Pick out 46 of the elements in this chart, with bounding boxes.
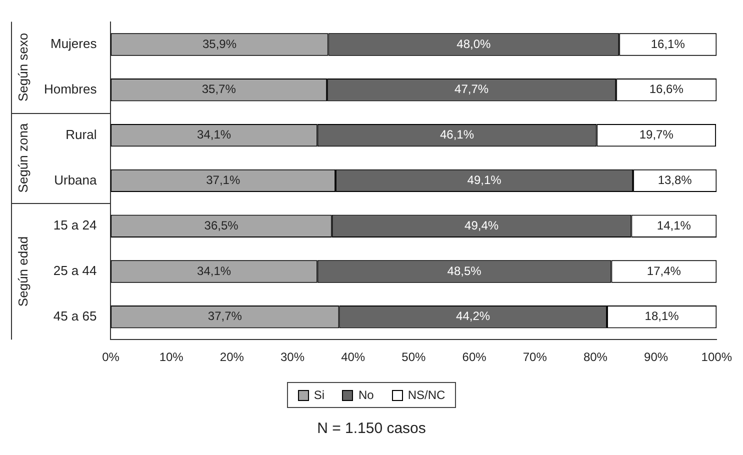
y-tick-label: 45 a 65: [53, 308, 97, 324]
y-tick-label: Urbana: [54, 172, 98, 188]
x-tick-label: 20%: [220, 350, 244, 364]
data-label: 37,7%: [208, 309, 242, 324]
x-tick-label: 70%: [522, 350, 548, 364]
data-label: 46,1%: [440, 128, 474, 142]
data-label: 37,1%: [206, 173, 240, 188]
text: Según zona: [16, 122, 31, 193]
data-label: 49,1%: [467, 173, 502, 188]
x-tick-label: 100%: [701, 350, 732, 364]
data-label: 44,2%: [456, 309, 490, 324]
data-label: 17,4%: [646, 264, 682, 278]
y-tick-label: 25 a 44: [53, 263, 97, 278]
y-tick-label: Hombres: [44, 81, 98, 96]
data-label: 36,5%: [204, 218, 239, 232]
x-tick-label: 80%: [583, 350, 608, 364]
y-tick-label: Mujeres: [50, 36, 98, 52]
data-label: 48,0%: [456, 36, 492, 51]
data-label: 18,1%: [644, 309, 680, 324]
data-label: 34,1%: [197, 128, 232, 142]
data-label: 16,1%: [650, 36, 686, 51]
data-label: 13,8%: [658, 173, 692, 188]
x-tick-label: 40%: [341, 350, 366, 364]
legend-label: NS/NC: [408, 388, 446, 402]
y-tick-label: Rural: [66, 126, 97, 142]
data-label: 49,4%: [464, 218, 499, 232]
text: Según edad: [16, 236, 31, 307]
x-tick-label: 0%: [102, 350, 120, 364]
data-label: 35,7%: [202, 82, 236, 96]
data-label: 48,5%: [447, 264, 482, 278]
data-label: 14,1%: [656, 218, 692, 232]
x-tick-label: 60%: [462, 350, 487, 364]
text: N = 1.150 casos: [316, 420, 427, 437]
x-tick-label: 50%: [402, 350, 426, 364]
data-label: 47,7%: [454, 82, 489, 96]
text: Según sexo: [16, 32, 31, 102]
data-label: 16,6%: [649, 82, 684, 96]
data-label: 19,7%: [639, 128, 674, 142]
x-tick-label: 10%: [159, 350, 184, 364]
data-label: 35,9%: [202, 36, 237, 51]
legend-label: Si: [314, 388, 324, 402]
data-label: 34,1%: [197, 264, 232, 278]
y-tick-label: 15 a 24: [53, 218, 97, 233]
x-tick-label: 90%: [644, 350, 668, 364]
legend-label: No: [358, 388, 374, 402]
x-tick-label: 30%: [280, 350, 305, 364]
